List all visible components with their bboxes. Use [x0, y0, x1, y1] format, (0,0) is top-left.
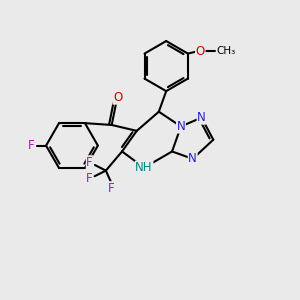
Text: N: N: [188, 152, 197, 165]
Text: N: N: [197, 111, 206, 124]
Text: CH₃: CH₃: [216, 46, 236, 56]
Text: N: N: [176, 120, 185, 133]
Text: O: O: [113, 91, 122, 104]
Text: F: F: [85, 172, 92, 185]
Text: F: F: [108, 182, 114, 195]
Text: O: O: [196, 45, 205, 58]
Text: NH: NH: [135, 161, 153, 174]
Text: F: F: [28, 139, 35, 152]
Text: F: F: [86, 156, 93, 169]
